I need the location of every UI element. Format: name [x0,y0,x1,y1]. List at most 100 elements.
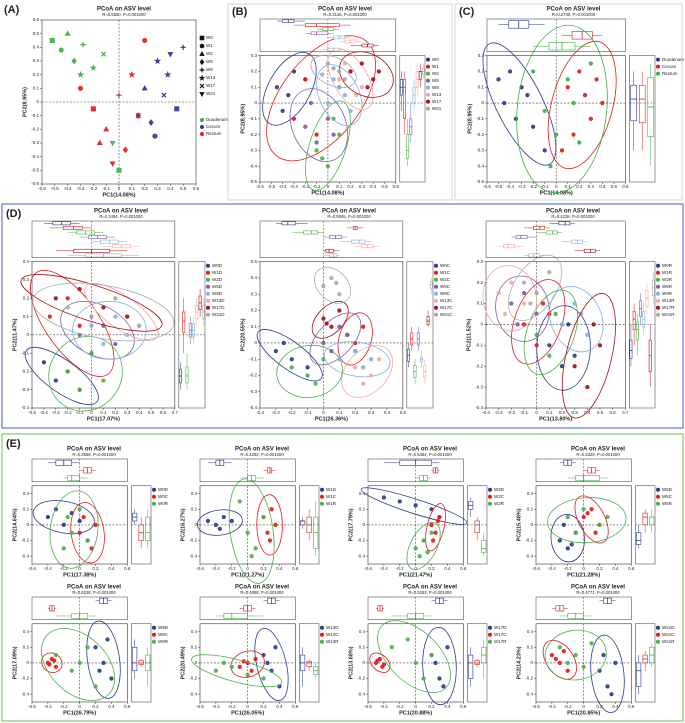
box [426,316,430,325]
x-tick-label: -0.2 [228,704,236,709]
legend-label: W5D [662,487,673,492]
box [545,230,558,235]
y-tick-label: 0 [36,99,39,104]
legend-label: W17D [494,625,507,630]
x-tick-label: -0.4 [548,704,556,709]
point [101,305,106,310]
point [61,546,66,551]
box [145,516,151,541]
legend-swatch [320,639,324,644]
confidence-ellipse [324,341,391,378]
point [397,499,402,504]
y-axis-label: PC2(17.09%) [12,646,18,679]
legend-swatch [656,305,660,310]
point [314,140,319,145]
point [437,676,442,681]
point [116,92,122,98]
box-strip-frame [629,55,656,183]
panel-subtitle: R=0.4292, P=0.001000 [240,452,284,457]
y-tick-label: -0.4 [21,405,29,410]
point [58,47,64,53]
y-tick-label: -0.4 [249,405,257,410]
x-tick-label: 0.5 [611,184,618,189]
y-tick-label: -0.1 [475,342,483,347]
panel-subtitle: R=0.2740, P=0.001000 [552,12,596,17]
y-tick-label: -0.4 [525,691,533,696]
legend-swatch [320,501,324,506]
point [548,164,553,169]
legend-shape [199,67,205,73]
x-axis-label: PC1(14.08%) [102,192,135,198]
legend-swatch [656,639,660,644]
point [348,108,353,114]
point [509,280,514,285]
y-axis-label: PC2(11.52%) [466,318,472,351]
legend-swatch [488,487,492,492]
panel-label: (B) [232,6,248,18]
legend-swatch [488,632,492,637]
point [329,349,334,354]
confidence-ellipse [41,652,63,673]
plot-frame [259,261,404,409]
legend-swatch [488,501,492,506]
point [65,296,70,301]
point [534,290,539,296]
box [325,248,334,253]
panel-label: (E) [6,438,21,450]
point [45,514,50,520]
legend-swatch [200,118,204,122]
legend-shape [199,50,205,56]
legend-swatch [656,284,660,289]
y-tick-label: 0 [530,522,533,527]
legend-label: W1C [440,270,451,275]
legend-label: W13C [326,632,339,637]
point [109,161,116,167]
legend-swatch [152,632,156,637]
y-tick-label: -0.5 [31,168,39,173]
confidence-ellipse [337,312,373,366]
confidence-ellipse [24,347,99,405]
y-tick-label: -0.2 [21,538,29,543]
x-tick-label: 0.1 [129,186,136,191]
point [534,343,539,348]
panel-subtitle: R=0.6228, P=0.001000 [72,590,116,595]
point [142,37,148,43]
x-tick-label: 0.2 [352,410,359,415]
x-tick-label: 0.3 [359,184,366,189]
x-tick-label: 0 [327,184,330,189]
legend-label: W2D [494,487,505,492]
y-tick-label: -0.3 [249,389,257,394]
panel-subtitle: R=0.5560, P=0.001000 [102,12,146,17]
legend-swatch [656,632,660,637]
x-tick-label: 0.5 [597,410,604,415]
point [605,514,610,520]
legend-label: W21R [662,639,675,644]
x-tick-label: 0.6 [393,184,400,189]
point [547,353,552,358]
box [571,239,583,244]
box [642,512,648,526]
legend-label: W21D [212,312,225,317]
box [185,366,189,384]
box [583,248,596,253]
point [85,645,90,650]
panel-subtitle: R=0.3668, P=0.001000 [72,452,116,457]
x-tick-label: 0.3 [124,410,131,415]
box [528,253,541,258]
panel-label: (D) [6,208,22,220]
point [101,378,106,383]
legend-swatch [152,501,156,506]
legend-label: W1 [432,64,439,69]
legend-label: W21 [206,91,216,96]
point [265,530,270,535]
y-tick-label: 0 [362,522,365,527]
legend-shape [199,83,205,89]
panel-title: PCoA on ASV level [322,209,376,215]
point [547,270,552,275]
legend-swatch [434,277,438,282]
legend-swatch [206,305,210,310]
point [577,140,582,145]
confidence-ellipse [314,266,352,304]
y-tick-label: -0.1 [249,356,257,361]
point [365,85,370,90]
